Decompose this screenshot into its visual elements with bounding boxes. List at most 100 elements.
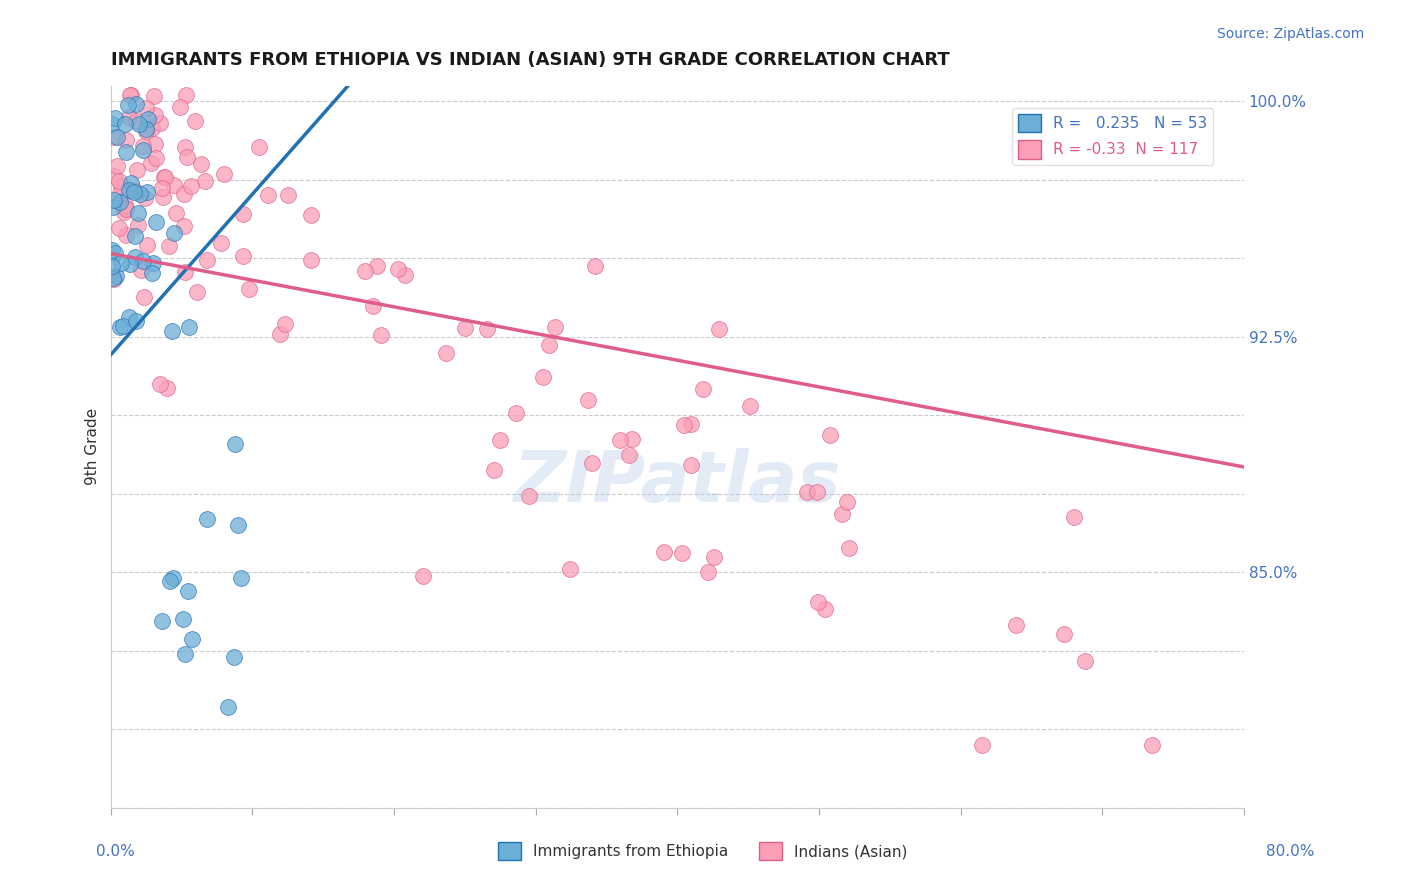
Point [1140, 738, 1163, 752]
Point [101, 271, 124, 285]
Point [110, 179, 132, 194]
Point [115, 227, 138, 242]
Point [697, 565, 720, 579]
Point [366, 260, 388, 274]
Point [186, 285, 208, 299]
Point [105, 159, 128, 173]
Point [173, 219, 195, 234]
Point [103, 193, 125, 207]
Point [274, 317, 297, 331]
Point [115, 133, 138, 147]
Point [118, 111, 141, 125]
Point [652, 545, 675, 559]
Point [181, 632, 204, 647]
Point [103, 271, 125, 285]
Point [224, 437, 246, 451]
Point [145, 151, 167, 165]
Point [110, 256, 132, 270]
Point [139, 156, 162, 170]
Point [165, 206, 187, 220]
Point [141, 121, 163, 136]
Point [117, 97, 139, 112]
Point [361, 299, 384, 313]
Point [247, 139, 270, 153]
Point [195, 253, 218, 268]
Point [229, 571, 252, 585]
Point [226, 517, 249, 532]
Point [558, 561, 581, 575]
Point [177, 320, 200, 334]
Point [681, 417, 703, 431]
Point [135, 101, 157, 115]
Point [1052, 626, 1074, 640]
Point [176, 87, 198, 102]
Point [269, 326, 291, 341]
Point [194, 174, 217, 188]
Point [145, 215, 167, 229]
Point [162, 571, 184, 585]
Point [796, 485, 818, 500]
Point [152, 615, 174, 629]
Y-axis label: 9th Grade: 9th Grade [86, 408, 100, 485]
Point [134, 290, 156, 304]
Point [111, 319, 134, 334]
Text: 0.0%: 0.0% [96, 845, 135, 859]
Point [475, 321, 498, 335]
Point [153, 169, 176, 184]
Point [128, 117, 150, 131]
Point [299, 252, 322, 267]
Point [174, 265, 197, 279]
Point [232, 249, 254, 263]
Point [238, 281, 260, 295]
Point [136, 112, 159, 126]
Point [412, 568, 434, 582]
Point [277, 188, 299, 202]
Point [517, 489, 540, 503]
Point [505, 406, 527, 420]
Point [489, 434, 512, 448]
Point [1004, 618, 1026, 632]
Point [190, 157, 212, 171]
Point [103, 130, 125, 145]
Point [124, 183, 146, 197]
Point [620, 432, 643, 446]
Point [132, 138, 155, 153]
Point [124, 114, 146, 128]
Point [120, 176, 142, 190]
Point [257, 188, 280, 202]
Point [692, 382, 714, 396]
Point [149, 377, 172, 392]
Text: ZIPatlas: ZIPatlas [513, 448, 841, 517]
Point [120, 87, 142, 102]
Text: IMMIGRANTS FROM ETHIOPIA VS INDIAN (ASIAN) 9TH GRADE CORRELATION CHART: IMMIGRANTS FROM ETHIOPIA VS INDIAN (ASIA… [111, 51, 949, 69]
Point [209, 236, 232, 251]
Point [114, 145, 136, 160]
Point [114, 117, 136, 131]
Legend: Immigrants from Ethiopia, Indians (Asian): Immigrants from Ethiopia, Indians (Asian… [492, 836, 914, 866]
Point [217, 700, 239, 714]
Point [134, 191, 156, 205]
Point [105, 130, 128, 145]
Point [101, 259, 124, 273]
Point [707, 322, 730, 336]
Point [122, 185, 145, 199]
Point [150, 180, 173, 194]
Point [152, 190, 174, 204]
Legend: R =   0.235   N = 53, R = -0.33  N = 117: R = 0.235 N = 53, R = -0.33 N = 117 [1012, 108, 1213, 165]
Point [104, 112, 127, 126]
Point [454, 320, 477, 334]
Point [135, 124, 157, 138]
Point [1074, 655, 1097, 669]
Point [124, 228, 146, 243]
Point [142, 256, 165, 270]
Point [157, 239, 180, 253]
Point [820, 427, 842, 442]
Text: 80.0%: 80.0% [1267, 845, 1315, 859]
Point [1063, 510, 1085, 524]
Point [108, 174, 131, 188]
Point [115, 201, 138, 215]
Point [141, 266, 163, 280]
Point [679, 458, 702, 472]
Point [180, 179, 202, 194]
Point [108, 220, 131, 235]
